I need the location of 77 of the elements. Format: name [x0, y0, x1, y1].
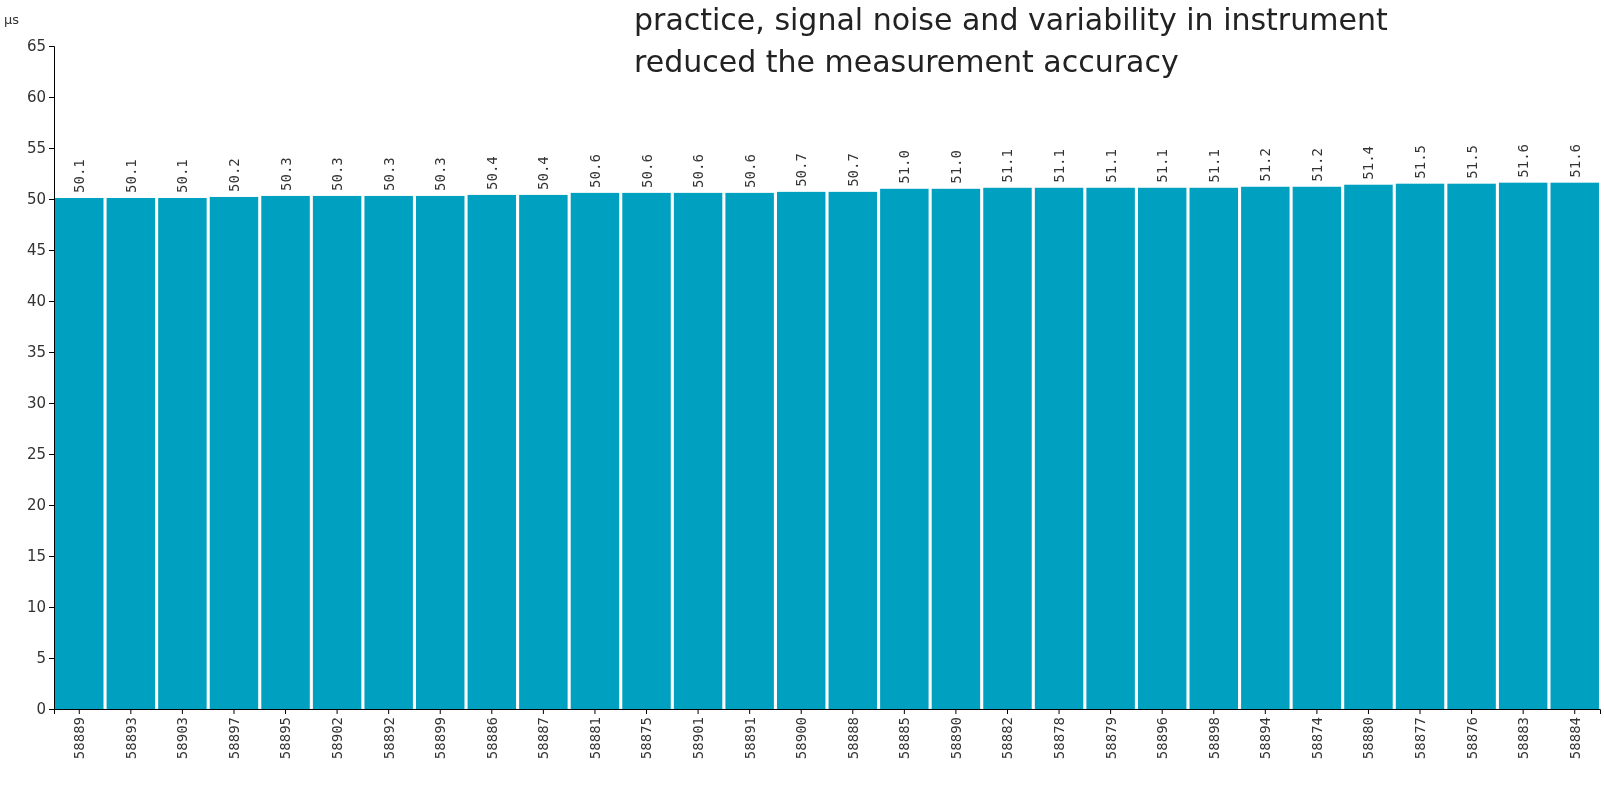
- data-label: 51.2: [1308, 148, 1325, 182]
- y-tick-label: 55: [26, 139, 46, 158]
- data-label: 50.6: [741, 154, 758, 188]
- y-tick-label: 35: [26, 343, 46, 362]
- x-tick-label: 58882: [999, 717, 1016, 760]
- data-label: 50.1: [174, 159, 191, 193]
- x-tick-label: 58878: [1050, 717, 1067, 760]
- y-axis-title: µs: [4, 12, 20, 27]
- data-label: 50.3: [432, 157, 449, 191]
- data-label: 50.7: [844, 153, 861, 187]
- x-tick-label: 58885: [896, 717, 913, 760]
- data-label: 50.6: [690, 154, 707, 188]
- data-label: 50.6: [586, 154, 603, 188]
- data-label: 50.1: [71, 159, 88, 193]
- x-tick-label: 58879: [1102, 717, 1119, 760]
- data-label: 50.4: [535, 156, 552, 190]
- x-tick-label: 58876: [1463, 717, 1480, 760]
- y-tick-label: 45: [26, 241, 46, 260]
- y-tick-label: 0: [36, 700, 46, 719]
- text: practice, signal noise and variability in instrument: [634, 2, 1388, 37]
- x-tick-label: 58902: [329, 717, 346, 760]
- x-tick-label: 58899: [432, 717, 449, 760]
- y-tick-label: 10: [26, 598, 46, 617]
- data-label: 50.3: [277, 157, 294, 191]
- data-label: 51.2: [1257, 148, 1274, 182]
- x-tick-label: 58896: [1154, 717, 1171, 760]
- x-tick-label: 58895: [277, 717, 294, 760]
- data-label: 50.6: [638, 154, 655, 188]
- x-tick-label: 58883: [1515, 717, 1532, 760]
- x-tick-label: 58889: [71, 717, 88, 760]
- x-tick-label: 58874: [1308, 717, 1325, 760]
- x-tick-label: 58887: [535, 717, 552, 760]
- x-tick-label: 58884: [1566, 717, 1583, 760]
- x-tick-label: 58898: [1205, 717, 1222, 760]
- y-tick-label: 5: [36, 649, 46, 668]
- x-tick-label: 58890: [947, 717, 964, 760]
- y-tick-label: 25: [26, 445, 46, 464]
- data-label: 50.2: [225, 158, 242, 192]
- data-label: 51.1: [1102, 149, 1119, 183]
- x-tick-label: 58886: [483, 717, 500, 760]
- data-label: 50.4: [483, 156, 500, 190]
- x-tick-label: 58891: [741, 717, 758, 760]
- x-tick-label: 58903: [174, 717, 191, 760]
- data-label: 51.4: [1360, 146, 1377, 180]
- data-label: 51.0: [896, 150, 913, 184]
- y-tick-label: 20: [26, 496, 46, 515]
- data-label: 51.1: [1051, 149, 1068, 183]
- x-tick-label: 58893: [122, 717, 139, 760]
- x-tick-label: 58901: [689, 717, 706, 760]
- annotation: reduced the measurement accuracy: [634, 44, 1179, 79]
- x-tick-label: 58900: [793, 717, 810, 760]
- data-label: 50.3: [380, 157, 397, 191]
- x-tick-label: 58888: [844, 717, 861, 760]
- data-label: 51.5: [1412, 144, 1429, 179]
- x-tick-label: 58880: [1360, 717, 1377, 760]
- x-tick-label: 58877: [1411, 717, 1428, 760]
- data-label: 51.5: [1463, 144, 1480, 179]
- y-tick-label: 30: [26, 394, 46, 413]
- y-tick-label: 50: [26, 190, 46, 209]
- x-tick-label: 58875: [638, 717, 655, 760]
- data-label: 50.1: [122, 159, 139, 193]
- data-label: 51.1: [1205, 149, 1222, 183]
- x-tick-label: 58894: [1257, 717, 1274, 760]
- data-label: 51.6: [1515, 143, 1532, 178]
- y-tick-label: 60: [26, 88, 46, 107]
- data-label: 50.7: [793, 153, 810, 187]
- data-label: 51.1: [1154, 149, 1171, 183]
- x-tick-label: 58897: [225, 717, 242, 760]
- y-tick-label: 40: [26, 292, 46, 311]
- x-tick-label: 58881: [586, 717, 603, 760]
- x-tick-label: 58892: [380, 717, 397, 760]
- data-label: 51.0: [947, 150, 964, 184]
- data-label: 51.1: [999, 149, 1016, 183]
- data-label: 51.6: [1566, 143, 1583, 178]
- y-tick-label: 15: [26, 547, 46, 566]
- data-label: 50.3: [329, 157, 346, 191]
- y-tick-label: 65: [26, 37, 46, 56]
